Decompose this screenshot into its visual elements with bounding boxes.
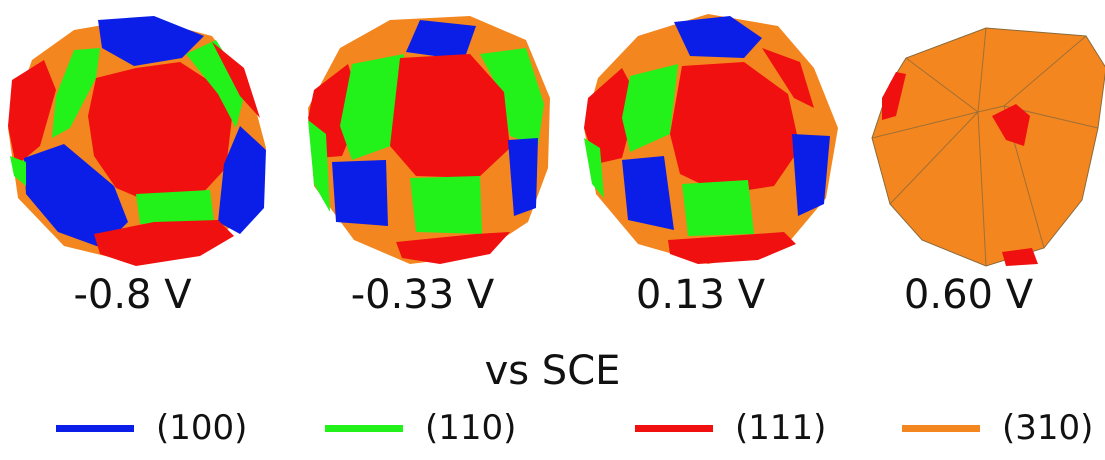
potential-label-4: 0.60 V bbox=[903, 272, 1034, 318]
reference-electrode-label: vs SCE bbox=[484, 348, 621, 394]
legend-label-310: (310) bbox=[1002, 408, 1094, 448]
legend-item-111: (111) bbox=[635, 403, 826, 453]
crystal-shape-1 bbox=[4, 8, 269, 268]
potential-label-2: -0.33 V bbox=[350, 272, 495, 318]
potential-label-1: -0.8 V bbox=[73, 272, 192, 318]
legend-item-310: (310) bbox=[902, 403, 1093, 453]
crystal-shape-4 bbox=[866, 8, 1105, 268]
legend-item-100: (100) bbox=[56, 403, 247, 453]
legend-item-110: (110) bbox=[325, 403, 516, 453]
crystal-shape-3 bbox=[578, 8, 843, 268]
legend-swatch-111 bbox=[635, 424, 713, 432]
facet-legend: (100) (110) (111) (310) bbox=[0, 403, 1105, 453]
legend-label-110: (110) bbox=[425, 408, 517, 448]
legend-label-100: (100) bbox=[156, 408, 248, 448]
potential-label-3: 0.13 V bbox=[635, 272, 766, 318]
legend-label-111: (111) bbox=[735, 408, 827, 448]
legend-swatch-310 bbox=[902, 424, 980, 432]
crystal-shape-2 bbox=[300, 8, 565, 268]
legend-swatch-100 bbox=[56, 424, 134, 432]
legend-swatch-110 bbox=[325, 424, 403, 432]
